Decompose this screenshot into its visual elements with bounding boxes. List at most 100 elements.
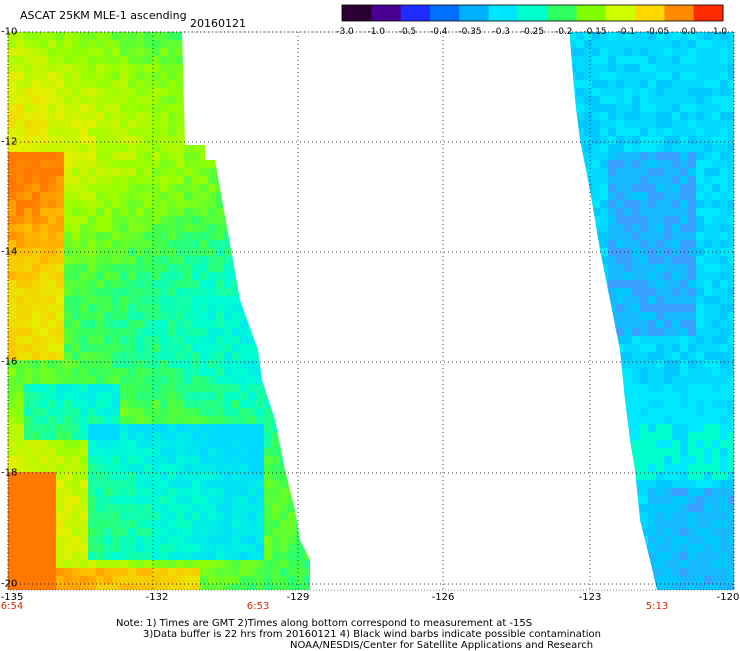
data-cell: [688, 344, 697, 353]
data-cell: [168, 176, 177, 185]
data-cell: [32, 424, 41, 433]
data-cell: [184, 128, 193, 137]
data-cell: [128, 136, 137, 145]
data-cell: [120, 112, 129, 121]
data-cell: [616, 288, 625, 297]
data-cell: [232, 312, 241, 321]
lon-label: -129: [286, 592, 310, 603]
data-cell: [592, 336, 601, 345]
data-cell: [176, 104, 185, 113]
data-cell: [120, 352, 129, 361]
data-cell: [64, 160, 73, 169]
data-cell: [96, 408, 105, 417]
data-cell: [680, 408, 689, 417]
data-cell: [648, 456, 657, 465]
data-cell: [256, 520, 265, 529]
data-cell: [280, 96, 289, 105]
data-cell: [208, 416, 217, 425]
data-cell: [24, 304, 33, 313]
data-cell: [232, 96, 241, 105]
data-cell: [216, 480, 225, 489]
data-cell: [144, 80, 153, 89]
data-cell: [128, 264, 137, 273]
data-cell: [88, 408, 97, 417]
data-cell: [288, 32, 297, 41]
data-cell: [656, 576, 665, 585]
data-cell: [570, 400, 577, 409]
data-cell: [224, 280, 233, 289]
data-cell: [720, 56, 729, 65]
data-cell: [160, 80, 169, 89]
data-cell: [600, 304, 609, 313]
data-cell: [224, 424, 233, 433]
data-cell: [256, 232, 265, 241]
data-cell: [240, 464, 249, 473]
data-cell: [688, 552, 697, 561]
data-cell: [64, 64, 73, 73]
data-cell: [720, 72, 729, 81]
data-cell: [224, 176, 233, 185]
data-cell: [704, 480, 713, 489]
data-cell: [600, 200, 609, 209]
data-cell: [680, 144, 689, 153]
data-cell: [296, 280, 305, 289]
data-cell: [704, 584, 713, 590]
data-cell: [144, 552, 153, 561]
data-cell: [192, 336, 201, 345]
data-cell: [672, 208, 681, 217]
data-cell: [40, 408, 49, 417]
data-cell: [208, 552, 217, 561]
data-cell: [720, 96, 729, 105]
data-cell: [256, 432, 265, 441]
data-cell: [592, 64, 601, 73]
data-cell: [688, 536, 697, 545]
data-cell: [640, 336, 649, 345]
data-cell: [672, 488, 681, 497]
data-cell: [176, 40, 185, 49]
data-cell: [288, 160, 297, 169]
data-cell: [80, 544, 89, 553]
data-cell: [152, 568, 161, 577]
data-cell: [176, 160, 185, 169]
data-cell: [648, 544, 657, 553]
data-cell: [176, 384, 185, 393]
data-cell: [672, 296, 681, 305]
data-cell: [176, 88, 185, 97]
data-cell: [160, 112, 169, 121]
data-cell: [656, 296, 665, 305]
data-cell: [8, 112, 17, 121]
data-cell: [48, 224, 57, 233]
data-cell: [264, 576, 273, 585]
data-cell: [592, 520, 601, 529]
data-cell: [120, 256, 129, 265]
data-cell: [640, 400, 649, 409]
data-cell: [264, 560, 273, 569]
data-cell: [280, 448, 289, 457]
data-cell: [184, 200, 193, 209]
data-cell: [224, 40, 233, 49]
data-cell: [664, 568, 673, 577]
data-cell: [80, 32, 89, 41]
data-cell: [576, 136, 585, 145]
data-cell: [96, 144, 105, 153]
data-cell: [224, 296, 233, 305]
data-cell: [688, 312, 697, 321]
data-cell: [576, 192, 585, 201]
data-cell: [570, 408, 577, 417]
data-cell: [72, 296, 81, 305]
data-cell: [576, 520, 585, 529]
data-cell: [696, 384, 705, 393]
data-cell: [168, 96, 177, 105]
data-cell: [160, 200, 169, 209]
data-cell: [160, 432, 169, 441]
data-cell: [176, 520, 185, 529]
data-cell: [680, 584, 689, 590]
data-cell: [288, 312, 297, 321]
data-cell: [192, 352, 201, 361]
data-cell: [704, 552, 713, 561]
data-cell: [712, 288, 721, 297]
data-cell: [120, 240, 129, 249]
data-cell: [664, 488, 673, 497]
data-cell: [248, 384, 257, 393]
data-cell: [64, 336, 73, 345]
